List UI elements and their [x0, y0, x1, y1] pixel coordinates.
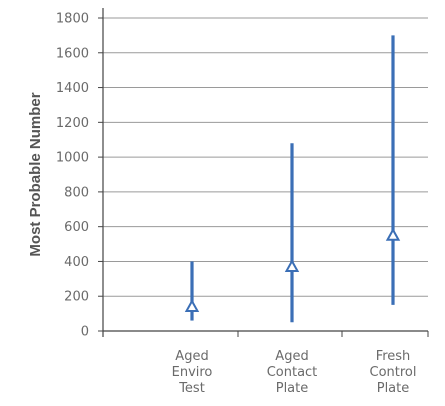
x-category-labels: Aged Enviro Test Aged Contact Plate Fresh Contr…: [172, 349, 417, 396]
category-label: Fresh Control Plate: [370, 349, 417, 396]
y-tick-label: 200: [64, 290, 89, 305]
gridlines: [103, 17, 428, 297]
y-tick-label: 800: [64, 185, 89, 200]
y-tick-label: 1600: [56, 46, 89, 61]
y-tick-label: 600: [64, 220, 89, 235]
y-axis-title: Most Probable Number: [27, 92, 44, 256]
y-tick-label: 1800: [56, 12, 89, 27]
point-marker: [284, 259, 300, 273]
y-tick-label: 0: [81, 325, 89, 340]
point-marker: [385, 227, 401, 241]
category-label: Aged Contact Plate: [267, 349, 318, 396]
point-marker: [184, 299, 200, 313]
y-tick-label: 1000: [56, 151, 89, 166]
y-tick-label: 1200: [56, 116, 89, 131]
y-tick-label: 1400: [56, 81, 89, 96]
y-tick-label: 400: [64, 255, 89, 270]
axes: [98, 8, 429, 337]
category-label: Aged Enviro Test: [172, 349, 213, 396]
data-marks: [184, 35, 401, 323]
y-tick-labels: 0 200 400 600 800 1000 1200 1400 1600 1800: [56, 12, 89, 340]
